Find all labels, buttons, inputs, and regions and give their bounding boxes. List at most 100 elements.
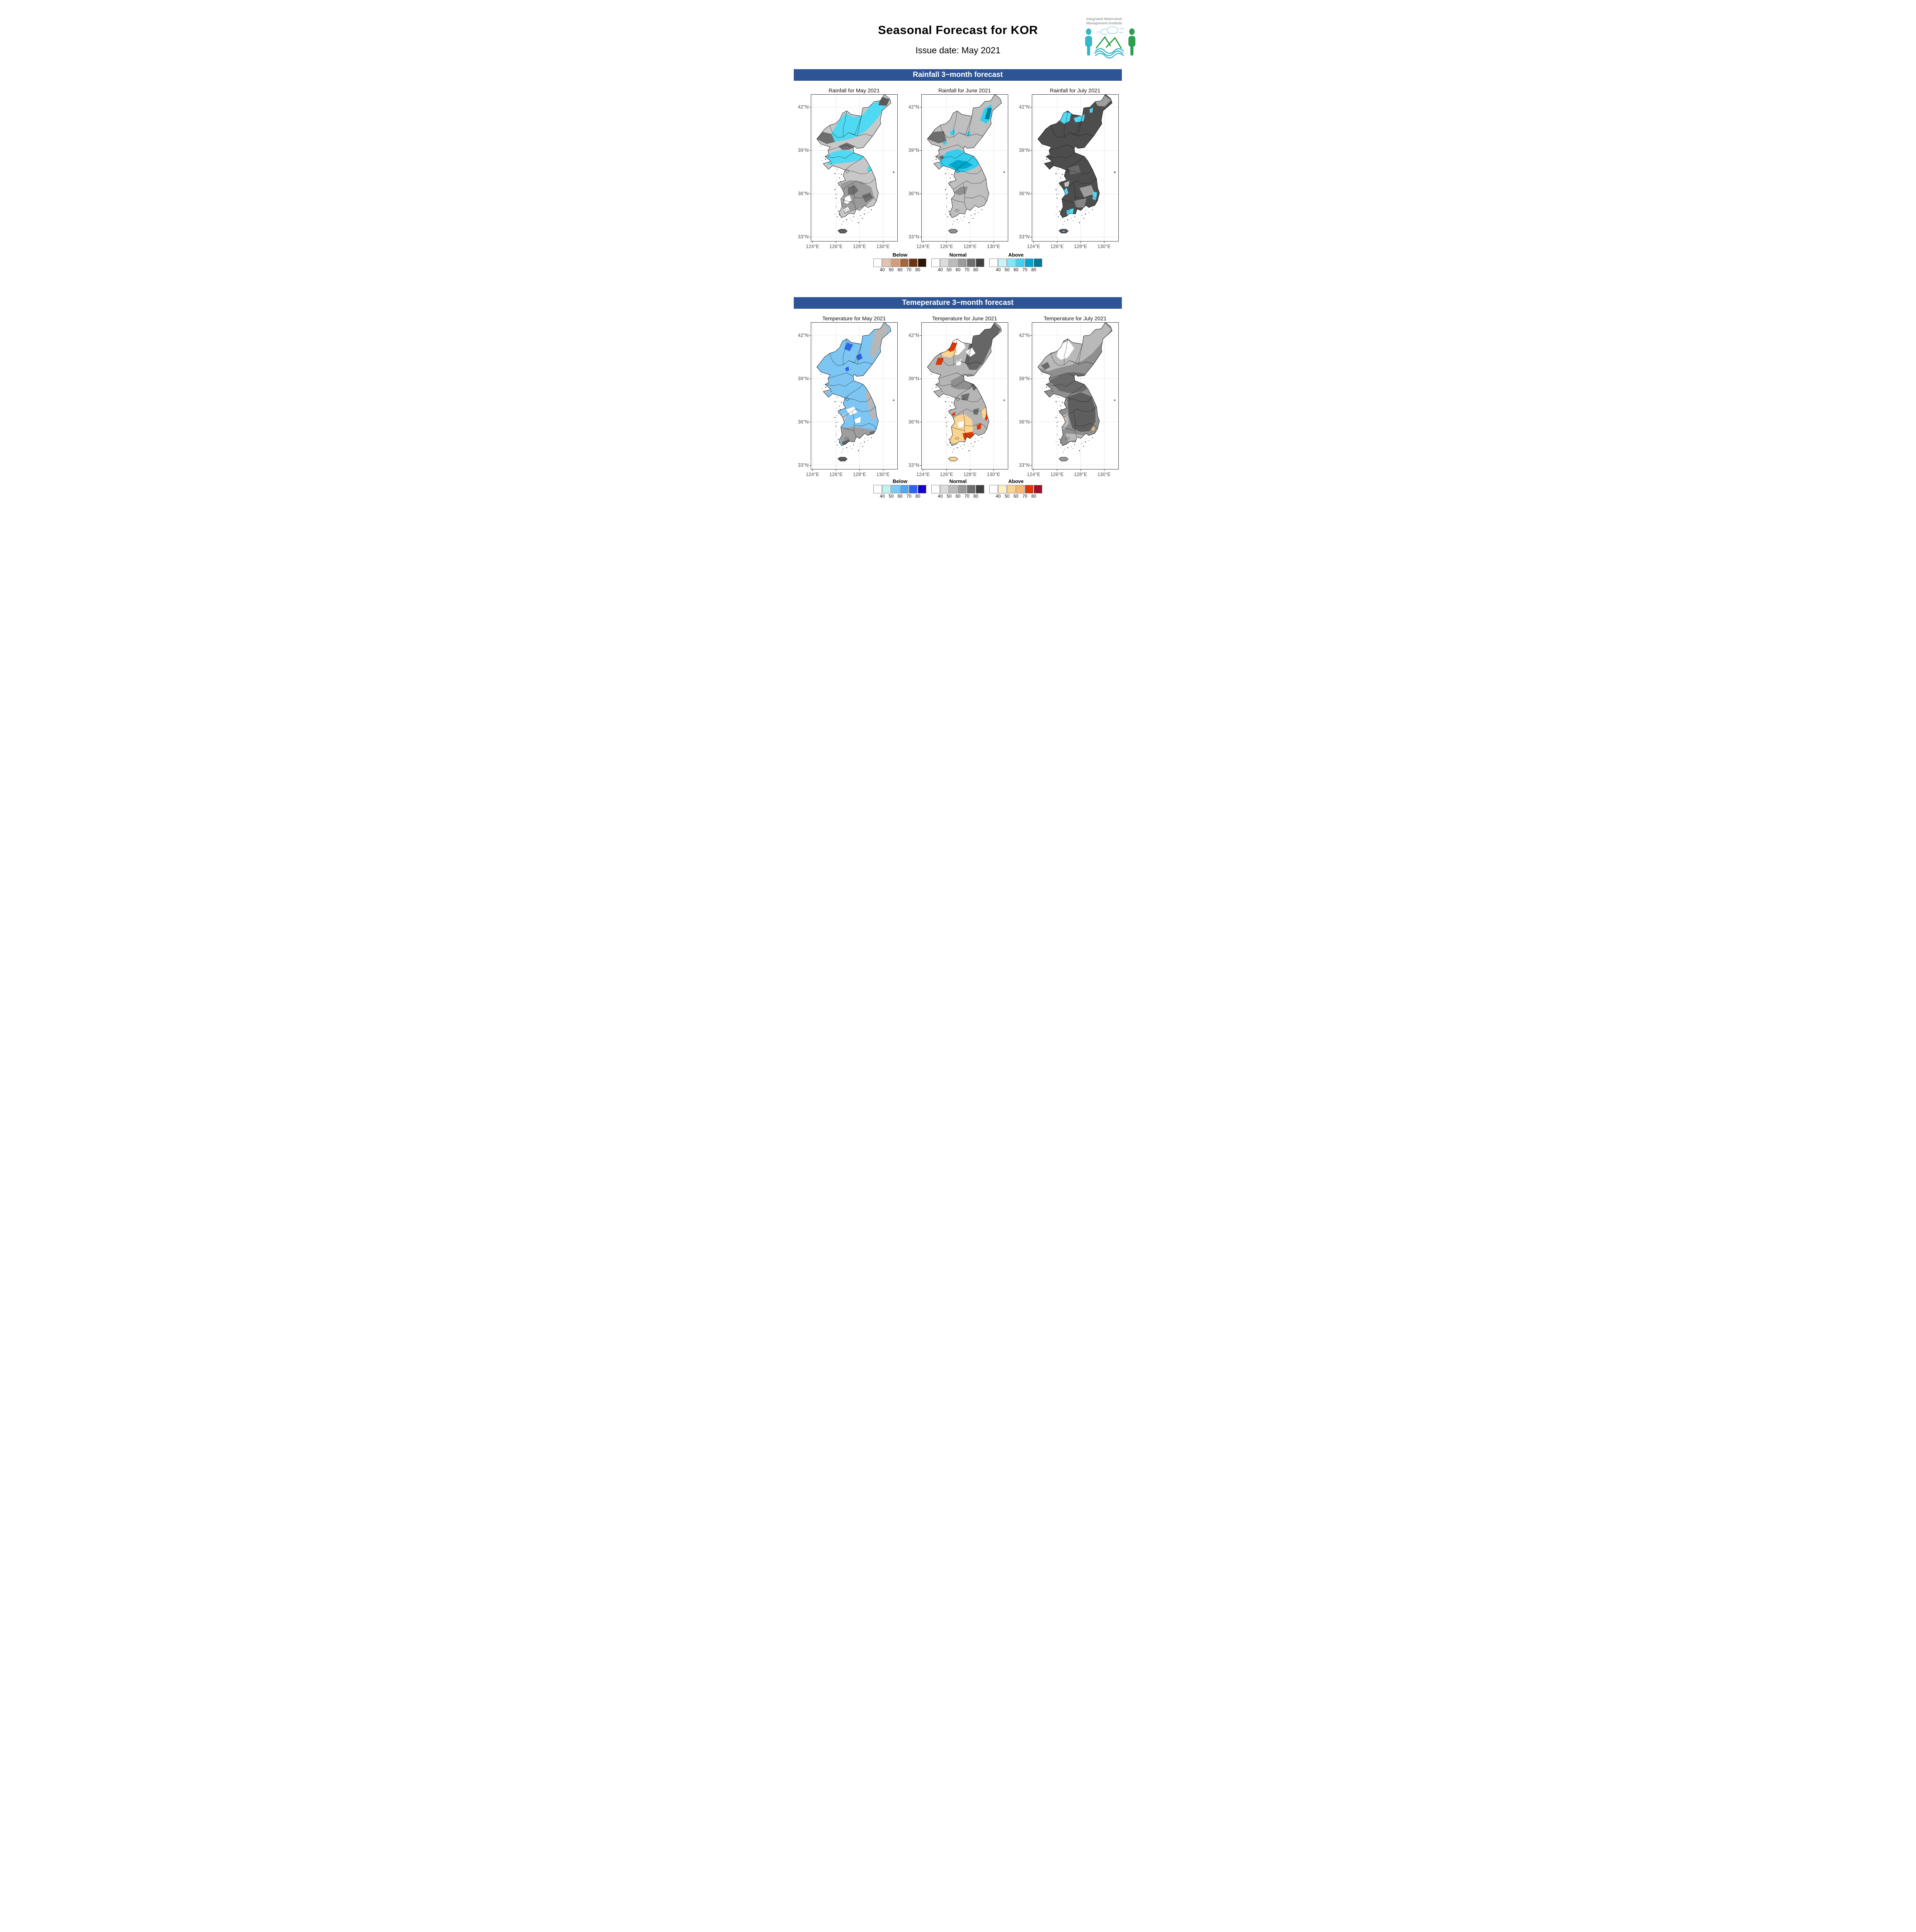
legend-swatch bbox=[918, 259, 926, 267]
coastline bbox=[1037, 322, 1112, 446]
y-axis-label: 33°N bbox=[798, 234, 809, 240]
x-axis-label: 128°E bbox=[963, 243, 977, 249]
y-axis-tick bbox=[919, 465, 921, 466]
province-borders bbox=[825, 111, 876, 212]
jeju-island bbox=[837, 229, 847, 233]
legend-swatch bbox=[967, 485, 975, 493]
legend-break-label: 60 bbox=[1013, 494, 1019, 499]
y-axis-label: 39°N bbox=[1019, 376, 1030, 381]
x-axis-tick bbox=[1033, 469, 1034, 471]
y-axis-label: 36°N bbox=[1019, 191, 1030, 197]
province-borders bbox=[935, 111, 987, 212]
institute-logo: Integrated Watershed Management Institut… bbox=[1081, 17, 1140, 62]
legend-swatch bbox=[958, 485, 967, 493]
y-axis-tick bbox=[1030, 150, 1032, 151]
legend-swatch bbox=[1034, 259, 1042, 267]
report-page: Seasonal Forecast for KOR Issue date: Ma… bbox=[766, 0, 1150, 542]
x-axis-label: 130°E bbox=[1097, 243, 1111, 249]
x-axis-tick bbox=[946, 241, 947, 243]
y-axis-label: 42°N bbox=[1019, 332, 1030, 338]
y-axis-tick bbox=[919, 150, 921, 151]
legend-swatch bbox=[940, 485, 949, 493]
logo-text-line1: Integrated Watershed bbox=[1086, 17, 1122, 21]
legend-group-title: Above bbox=[1008, 252, 1024, 258]
ulleung-island bbox=[1114, 399, 1116, 401]
legend-break-label: 40 bbox=[995, 494, 1001, 499]
x-axis-label: 124°E bbox=[1027, 472, 1040, 477]
korea-map-rjun bbox=[921, 94, 1008, 242]
map-title-temp-july: Temperature for July 2021 bbox=[1043, 315, 1107, 321]
legend-break-label: 40 bbox=[880, 268, 885, 272]
legend-swatch bbox=[900, 485, 909, 493]
y-axis-tick bbox=[919, 335, 921, 336]
x-axis-label: 128°E bbox=[1074, 243, 1087, 249]
y-axis-label: 33°N bbox=[1019, 462, 1030, 468]
coastline bbox=[927, 94, 1002, 218]
jeju-island bbox=[948, 229, 958, 233]
legend-break-label: 50 bbox=[946, 494, 952, 499]
y-axis-label: 36°N bbox=[798, 191, 809, 197]
legend-swatch bbox=[882, 485, 891, 493]
legend-break-label: 80 bbox=[915, 268, 921, 272]
province-borders bbox=[1046, 111, 1098, 212]
legend-break-label: 60 bbox=[955, 268, 961, 272]
y-axis-tick bbox=[809, 465, 811, 466]
legend-break-label: 70 bbox=[906, 494, 912, 499]
x-axis-label: 130°E bbox=[987, 472, 1000, 477]
map-panel-temp-june: 42°N 39°N 36°N 33°N 124°E 126°E 128°E 130°E bbox=[909, 322, 1008, 477]
legend-swatch bbox=[909, 485, 917, 493]
y-axis-label: 42°N bbox=[1019, 104, 1030, 110]
x-axis-label: 128°E bbox=[963, 472, 977, 477]
legend-break-label: 80 bbox=[915, 494, 921, 499]
province-borders bbox=[825, 338, 876, 440]
x-axis-label: 126°E bbox=[829, 243, 843, 249]
forecast-patches bbox=[823, 323, 890, 446]
issue-date: Issue date: May 2021 bbox=[915, 45, 1001, 55]
korea-map-tjun bbox=[921, 322, 1008, 469]
y-axis-label: 33°N bbox=[798, 462, 809, 468]
legend-swatch bbox=[1034, 485, 1042, 493]
legend-swatch bbox=[918, 485, 926, 493]
y-axis-label: 36°N bbox=[798, 419, 809, 425]
legend-break-label: 60 bbox=[897, 494, 903, 499]
legend-swatch bbox=[967, 259, 975, 267]
legend-swatch bbox=[976, 259, 984, 267]
y-axis-tick bbox=[809, 150, 811, 151]
ulleung-island bbox=[893, 171, 895, 173]
x-axis-tick bbox=[1033, 241, 1034, 243]
temperature-section-banner: Temeperature 3−month forecast bbox=[794, 297, 1122, 309]
x-axis-label: 124°E bbox=[916, 472, 930, 477]
jeju-island bbox=[1058, 457, 1069, 461]
x-axis-label: 130°E bbox=[876, 243, 890, 249]
y-axis-label: 36°N bbox=[908, 191, 919, 197]
person-right-icon bbox=[1128, 28, 1135, 56]
legend-swatch bbox=[1016, 259, 1024, 267]
coastline bbox=[1037, 94, 1112, 218]
legend-break-label: 80 bbox=[1031, 494, 1036, 499]
ulleung-island bbox=[1003, 171, 1005, 173]
legend-swatch bbox=[998, 259, 1007, 267]
y-axis-label: 39°N bbox=[908, 148, 919, 153]
y-axis-label: 39°N bbox=[798, 376, 809, 381]
legend-group-title: Normal bbox=[949, 478, 967, 484]
x-axis-label: 130°E bbox=[987, 243, 1000, 249]
x-axis-label: 126°E bbox=[940, 472, 953, 477]
legend-break-label: 70 bbox=[1022, 494, 1028, 499]
legend-break-label: 50 bbox=[1004, 494, 1010, 499]
korea-map-tjul bbox=[1031, 322, 1119, 469]
cloud-icon bbox=[1096, 26, 1124, 35]
rainfall-legend: Below 40 50 60 70 80 Normal 40 50 60 70 80 Above 40 50… bbox=[873, 252, 1043, 274]
province-borders bbox=[1046, 338, 1098, 440]
panel-border bbox=[1031, 322, 1119, 469]
island-speckles bbox=[931, 141, 982, 224]
y-axis-label: 36°N bbox=[1019, 419, 1030, 425]
legend-swatch bbox=[882, 259, 891, 267]
x-axis-label: 124°E bbox=[806, 243, 819, 249]
ulleung-island bbox=[1003, 399, 1005, 401]
korea-map-rjul bbox=[1031, 94, 1119, 242]
forecast-patches bbox=[817, 96, 890, 214]
logo-text-line2: Management Institute bbox=[1086, 21, 1122, 25]
legend-swatch bbox=[998, 485, 1007, 493]
legend-swatch bbox=[989, 259, 998, 267]
island-speckles bbox=[931, 369, 982, 452]
